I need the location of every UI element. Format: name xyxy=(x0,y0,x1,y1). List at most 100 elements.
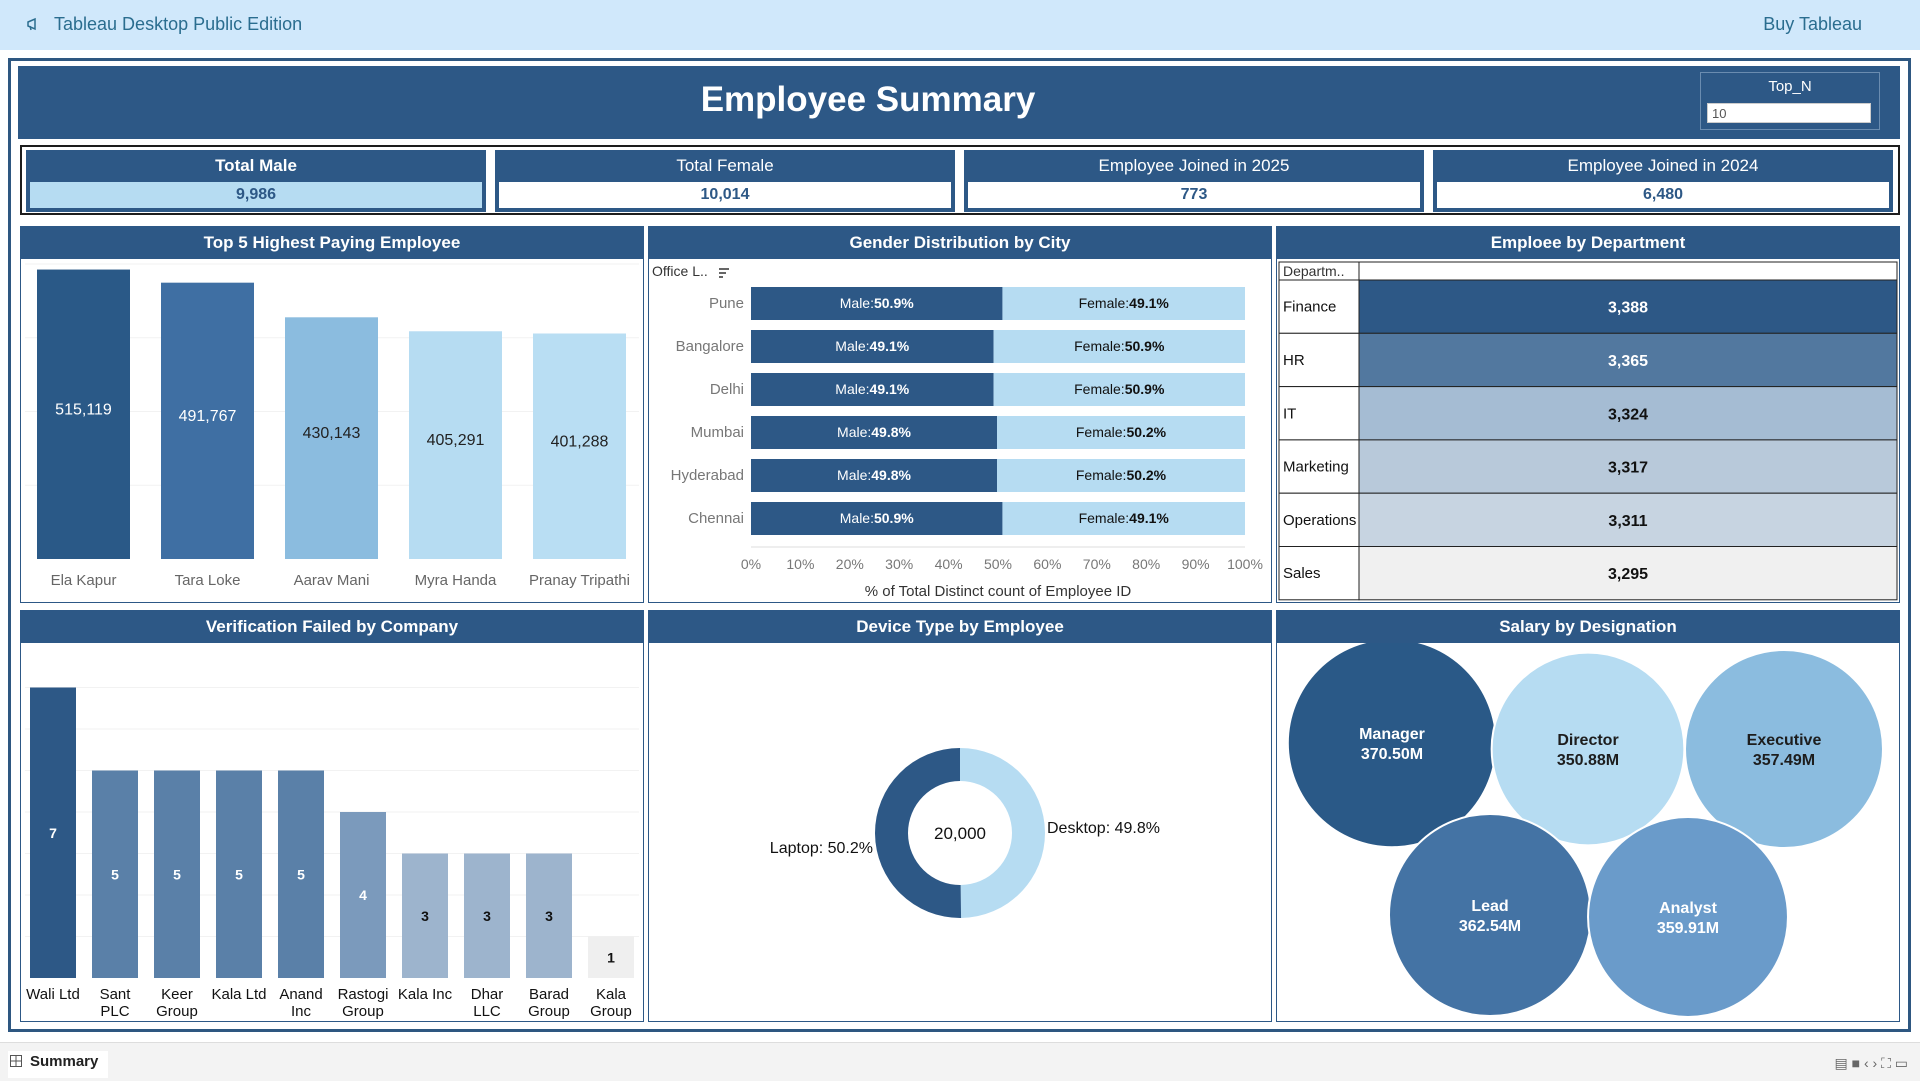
bubble-label: Executive xyxy=(1747,732,1822,749)
data-label: 401,288 xyxy=(551,433,609,450)
bar xyxy=(402,853,448,978)
x-tick-label: 80% xyxy=(1132,556,1160,572)
bar xyxy=(526,853,572,978)
sheet-tab-summary[interactable]: Summary xyxy=(8,1051,109,1078)
data-label: 1 xyxy=(607,949,615,965)
x-tick-label: 50% xyxy=(984,556,1012,572)
bar xyxy=(161,282,254,559)
data-label-female: Female:49.1% xyxy=(1079,295,1170,311)
panel-title: Top 5 Highest Paying Employee xyxy=(21,227,643,259)
kpi-value: 773 xyxy=(968,182,1420,208)
bubble-value: 370.50M xyxy=(1361,746,1423,763)
bubble-value: 357.49M xyxy=(1753,752,1815,769)
x-tick-label: 20% xyxy=(836,556,864,572)
kpi-total-male[interactable]: Total Male 9,986 xyxy=(26,150,486,212)
x-tick-label: 70% xyxy=(1083,556,1111,572)
app-header-bar: Tableau Desktop Public Edition Buy Table… xyxy=(0,0,1920,50)
kpi-label: Total Female xyxy=(676,156,774,175)
x-tick-label: Inc xyxy=(291,1003,312,1020)
panel-title: Gender Distribution by City xyxy=(649,227,1271,259)
table-row-label-cell xyxy=(1278,546,1360,601)
prev-sheet-icon[interactable]: ‹ xyxy=(1863,1055,1869,1071)
bar-male xyxy=(751,287,1003,320)
x-tick-label: 0% xyxy=(741,556,761,572)
data-label-female: Female:50.2% xyxy=(1076,467,1167,483)
data-label: 405,291 xyxy=(427,432,485,449)
x-tick-label: Keer xyxy=(161,986,193,1003)
slice-label-desktop: Desktop: 49.8% xyxy=(1047,820,1160,837)
bar xyxy=(92,770,138,978)
kpi-label: Employee Joined in 2025 xyxy=(1098,156,1290,175)
x-tick-label: Myra Handa xyxy=(415,572,497,589)
x-tick-label: 60% xyxy=(1033,556,1061,572)
kpi-joined-2025[interactable]: Employee Joined in 2025 773 xyxy=(964,150,1424,212)
bubble-value: 362.54M xyxy=(1459,918,1521,935)
bar xyxy=(216,770,262,978)
table-value: 3,311 xyxy=(1608,513,1647,530)
table-row-label: Finance xyxy=(1283,299,1336,316)
x-tick-label: Pranay Tripathi xyxy=(529,572,630,589)
next-sheet-icon[interactable]: › xyxy=(1872,1055,1878,1071)
bubble-value: 350.88M xyxy=(1557,752,1619,769)
buy-tableau-link[interactable]: Buy Tableau xyxy=(1763,14,1862,34)
fullscreen-icon[interactable]: ⛶ xyxy=(1881,1055,1891,1071)
top-n-input[interactable] xyxy=(1707,103,1871,123)
department-table: Departm.. Finance 3,388 HR 3,365 IT 3,324 Marke… xyxy=(1278,261,1898,601)
presentation-icon[interactable]: ▭ xyxy=(1894,1055,1908,1071)
data-label: 5 xyxy=(111,866,119,882)
x-tick-label: Group xyxy=(590,1003,632,1020)
x-tick-label: Kala Ltd xyxy=(211,986,266,1003)
data-label-female: Female:50.9% xyxy=(1074,381,1165,397)
x-tick-label: Group xyxy=(342,1003,384,1020)
data-label: 491,767 xyxy=(179,408,237,425)
x-tick-label: 90% xyxy=(1182,556,1210,572)
data-label: 3 xyxy=(483,908,491,924)
panel-device-type: Device Type by Employee 20,000 Laptop: 50… xyxy=(648,610,1272,1022)
bar-female xyxy=(993,330,1245,363)
bar-male xyxy=(751,502,1003,535)
panel-gender-city: Gender Distribution by City Office L.. Pu… xyxy=(648,226,1272,603)
tab-view-icon[interactable]: ■ xyxy=(1851,1055,1861,1071)
data-label-female: Female:50.9% xyxy=(1074,338,1165,354)
bubble xyxy=(1387,812,1593,1018)
bar-female xyxy=(997,416,1245,449)
kpi-row xyxy=(20,145,1900,215)
bar xyxy=(340,812,386,978)
table-value: 3,295 xyxy=(1608,566,1648,583)
sheet-tab-label: Summary xyxy=(30,1053,99,1070)
kpi-joined-2024[interactable]: Employee Joined in 2024 6,480 xyxy=(1433,150,1893,212)
bar xyxy=(37,269,130,559)
bubble xyxy=(1684,649,1884,849)
kpi-total-female[interactable]: Total Female 10,014 xyxy=(495,150,955,212)
data-label-male: Male:49.8% xyxy=(837,424,911,440)
table-row-label: Operations xyxy=(1283,512,1356,529)
salary-bubble-chart: Manager 370.50M Director 350.88M Executive 35… xyxy=(1286,643,1884,1018)
data-label-male: Male:49.1% xyxy=(835,338,909,354)
bar-male xyxy=(751,330,994,363)
table-value: 3,317 xyxy=(1608,460,1648,477)
kpi-value: 10,014 xyxy=(499,182,951,208)
data-label-female: Female:49.1% xyxy=(1079,510,1170,526)
x-tick-label: Group xyxy=(528,1003,570,1020)
table-row-label: HR xyxy=(1283,352,1305,369)
slice-label-laptop: Laptop: 50.2% xyxy=(770,840,873,857)
table-value-cell xyxy=(1358,546,1898,601)
data-label: 3 xyxy=(545,908,553,924)
filmstrip-view-icon[interactable]: ▤ xyxy=(1834,1055,1848,1071)
table-value-cell xyxy=(1358,332,1898,388)
x-tick-label: Group xyxy=(156,1003,198,1020)
x-tick-label: 40% xyxy=(935,556,963,572)
x-tick-label: 30% xyxy=(885,556,913,572)
data-label: 3 xyxy=(421,908,429,924)
bar-female xyxy=(1002,287,1245,320)
x-tick-label: Aarav Mani xyxy=(294,572,370,589)
x-axis-title: % of Total Distinct count of Employee ID xyxy=(865,583,1132,600)
x-tick-label: Kala xyxy=(596,986,627,1003)
kpi-value: 9,986 xyxy=(30,182,482,208)
data-label: 7 xyxy=(49,825,57,841)
panel-verification-failed: Verification Failed by Company 7 Wali Ltd… xyxy=(20,610,644,1022)
data-label: 515,119 xyxy=(55,401,112,418)
table-value-cell xyxy=(1358,492,1898,547)
x-tick-label: Dhar xyxy=(471,986,504,1003)
